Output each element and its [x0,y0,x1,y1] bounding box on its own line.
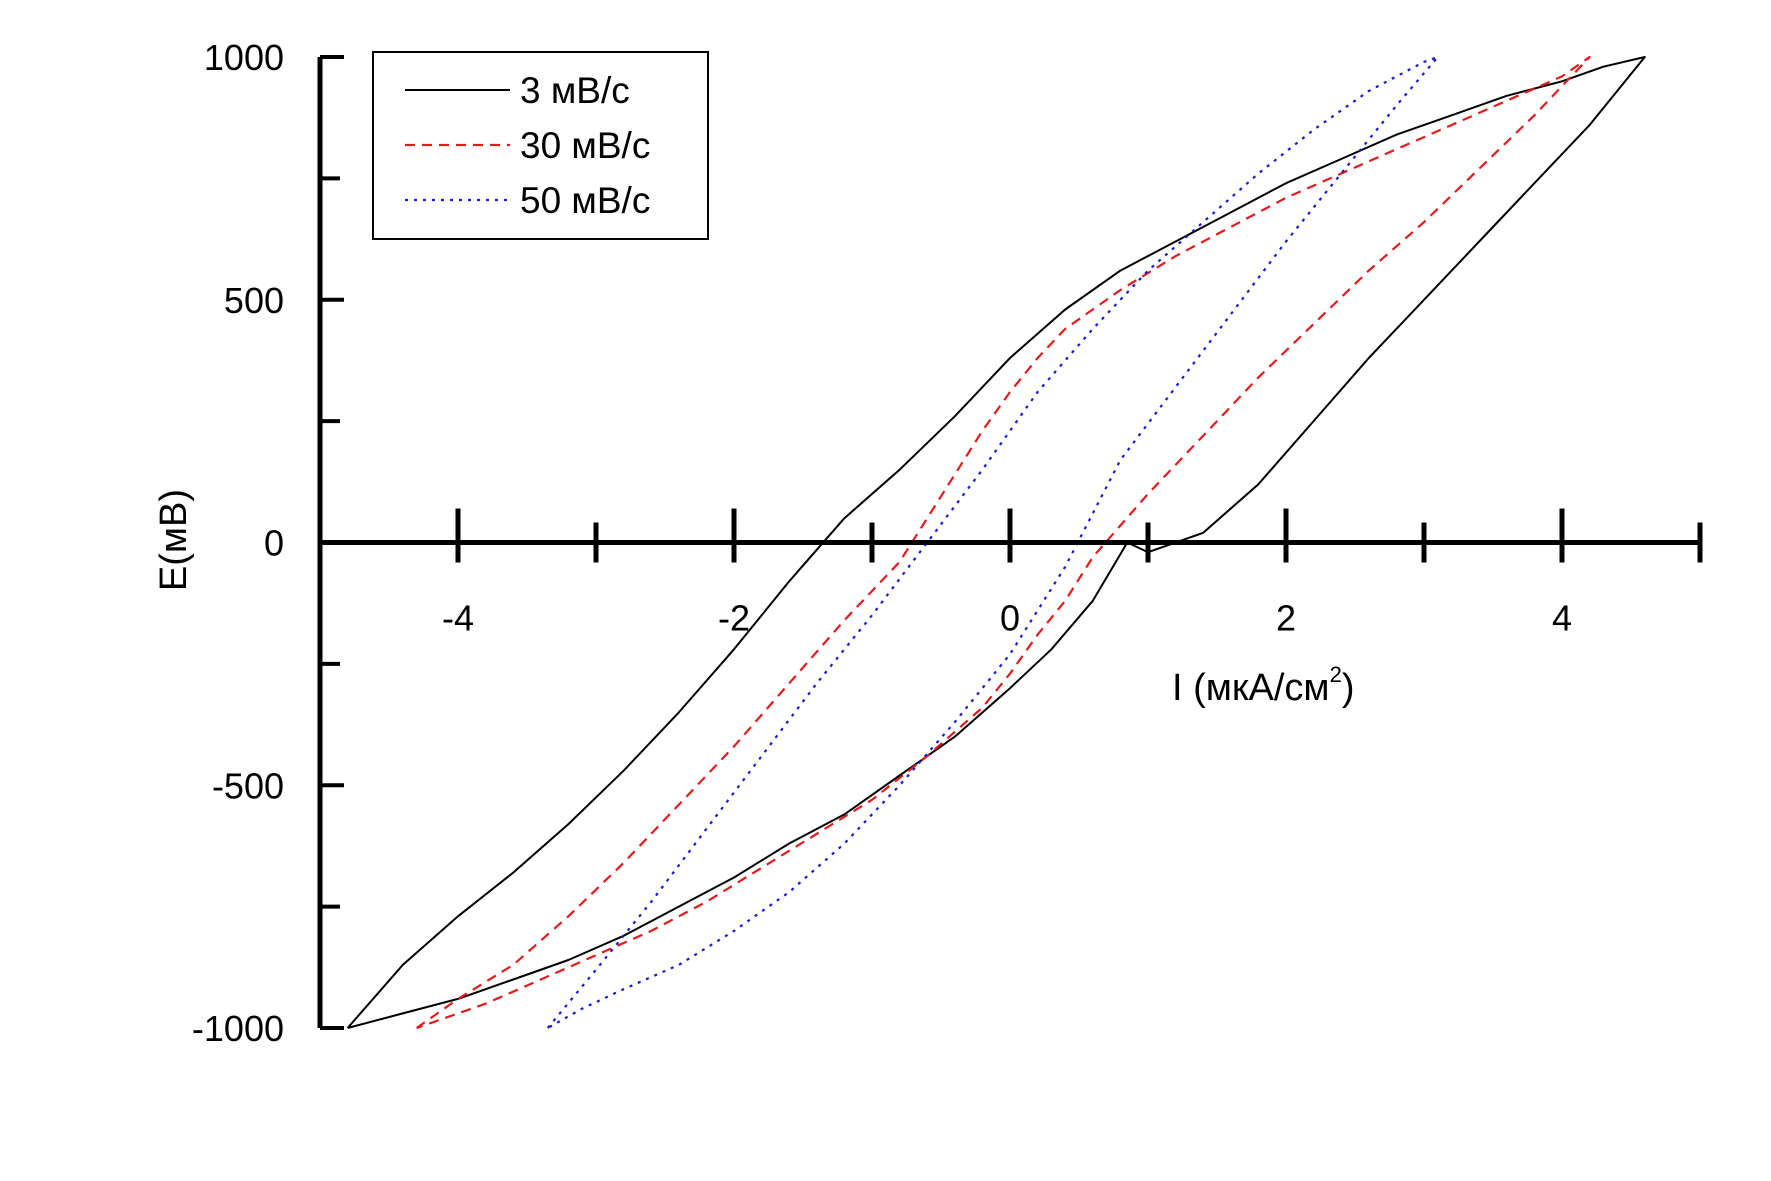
labels-layer: -1000 -500 0 500 1000 -4 -2 0 2 4 [192,37,1572,1049]
y-tick-label: -1000 [192,1008,284,1049]
x-tick-label: 0 [1000,598,1020,639]
x-tick-label: 4 [1552,598,1572,639]
series-line-0 [346,56,1646,1029]
series-line-1 [415,55,1591,1030]
x-axis-label-end: ) [1342,667,1355,709]
y-axis-label: E(мВ) [153,489,195,591]
legend-label-50: 50 мВ/с [520,180,650,221]
axes-layer [317,55,1703,1030]
y-tick-label: 1000 [204,37,284,78]
x-tick-label: -4 [442,598,474,639]
x-axis-label-sup: 2 [1330,662,1342,687]
x-axis-label: I (мкА/см2) [1172,662,1354,709]
series-line-2 [546,55,1439,1029]
legend: 3 мВ/с 30 мВ/с 50 мВ/с [372,51,709,240]
legend-label-3: 3 мВ/с [520,70,630,111]
y-tick-label: 0 [264,523,284,564]
series-layer [346,55,1646,1030]
x-axis-label-main: I (мкА/см [1172,667,1330,709]
y-tick-label: -500 [212,765,284,806]
y-tick-label: 500 [224,280,284,321]
legend-label-30: 30 мВ/с [520,125,650,166]
x-tick-label: -2 [718,598,750,639]
x-tick-label: 2 [1276,598,1296,639]
